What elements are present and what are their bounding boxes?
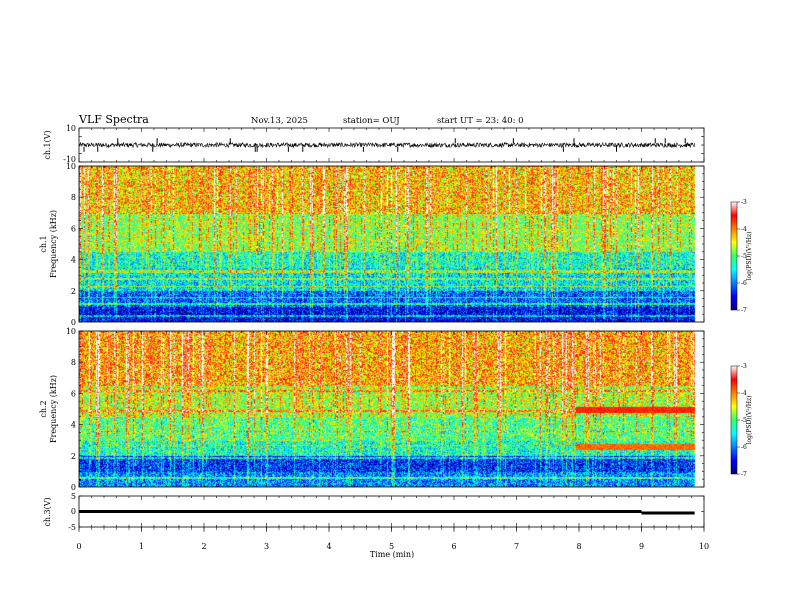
x-tick-label: 1 [139, 542, 144, 551]
ch2-spectrogram-image [79, 331, 704, 487]
colorbar-tick-label: -5 [741, 417, 747, 424]
ch2-channel-label: ch.2 [39, 400, 48, 417]
frequency-tick-label: 10 [66, 162, 76, 171]
x-tick-label: 4 [326, 542, 331, 551]
frequency-tick-label: 4 [71, 421, 76, 430]
ch1-ytick-bottom: -10 [63, 155, 76, 164]
colorbar-tick-label: -6 [741, 280, 747, 287]
frequency-tick-label: 10 [66, 327, 76, 336]
ch1-ytick-top: 10 [66, 124, 76, 133]
ch1-waveform-trace [78, 138, 695, 152]
ch1-waveform-panel: 10 -10 ch.1(V) [43, 124, 705, 164]
start-time-label: start UT = 23: 40: 0 [437, 116, 524, 126]
x-tick-label: 10 [699, 542, 709, 551]
x-tick-label: 6 [451, 542, 456, 551]
colorbar-tick-label: -4 [741, 390, 747, 397]
frequency-tick-label: 2 [71, 287, 76, 296]
ch3-waveform-ylabel: ch.3(V) [43, 497, 52, 526]
date-label: Nov.13, 2025 [251, 116, 308, 126]
ch3-waveform-trace [79, 510, 695, 515]
frequency-tick-label: 2 [71, 452, 76, 461]
ch3-ytick-top: 5 [71, 492, 76, 501]
frequency-tick-label: 4 [71, 256, 76, 265]
x-tick-label: 0 [76, 542, 81, 551]
ch1-spectrogram-image [79, 166, 704, 322]
ch1-frequency-label: Frequency (kHz) [49, 210, 58, 278]
frequency-tick-label: 8 [71, 358, 76, 367]
colorbar-tick-label: -7 [741, 471, 747, 478]
x-tick-label: 2 [201, 542, 206, 551]
colorbar-tick-label: -4 [741, 226, 747, 233]
frequency-tick-label: 6 [71, 389, 76, 398]
colorbar-tick-label: -7 [741, 307, 747, 314]
x-tick-label: 5 [389, 542, 394, 551]
frequency-tick-label: 6 [71, 224, 76, 233]
colorbar-tick-label: -3 [741, 363, 747, 370]
ch2-frequency-label: Frequency (kHz) [49, 375, 58, 443]
ch2-colorbar-label: log(PSD)(V²/Hz) [746, 396, 753, 445]
frequency-tick-label: 0 [71, 483, 76, 492]
colorbar-tick-label: -5 [741, 253, 747, 260]
ch1-channel-label: ch.1 [39, 235, 48, 252]
x-axis-label: Time (min) [370, 550, 414, 559]
x-tick-label: 7 [514, 542, 519, 551]
colorbar-tick-label: -3 [741, 199, 747, 206]
ch1-noise-line [78, 141, 695, 149]
ch1-colorbar [730, 201, 738, 311]
x-tick-label: 9 [639, 542, 644, 551]
ch3-ytick-bottom: -5 [68, 523, 76, 532]
ch3-waveform-panel: 5 0 -5 ch.3(V) [43, 492, 705, 532]
x-tick-label: 3 [264, 542, 269, 551]
station-label: station= OUJ [343, 116, 400, 126]
x-tick-label: 8 [576, 542, 581, 551]
ch1-waveform-ylabel: ch.1(V) [43, 130, 52, 159]
ch3-ytick-mid: 0 [71, 507, 76, 516]
frequency-tick-label: 8 [71, 193, 76, 202]
colorbar-tick-label: -6 [741, 444, 747, 451]
figure-title: VLF Spectra [78, 113, 149, 126]
ch2-colorbar [730, 365, 738, 475]
frequency-tick-label: 0 [71, 318, 76, 327]
ch1-colorbar-label: log(PSD)(V²/Hz) [746, 232, 753, 281]
